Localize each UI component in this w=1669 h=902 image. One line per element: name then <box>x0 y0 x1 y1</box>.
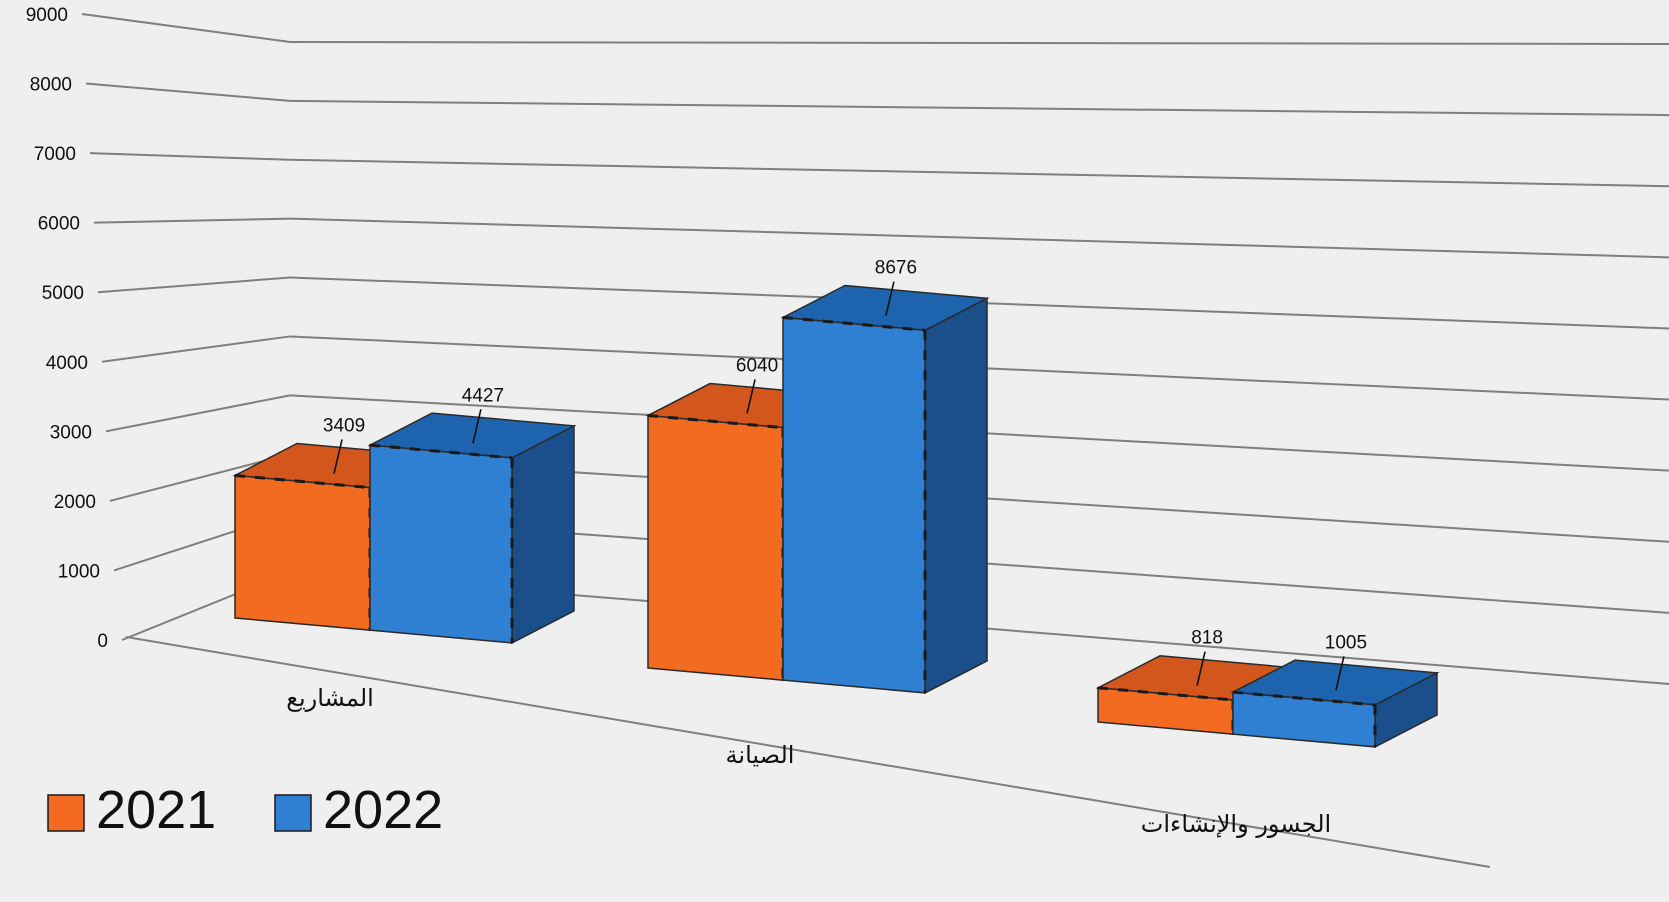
bar-edge <box>782 315 926 332</box>
y-tick-label: 3000 <box>50 422 92 443</box>
y-tick-label: 8000 <box>30 75 72 96</box>
bar-front <box>782 316 926 694</box>
gridline-back <box>289 217 1669 259</box>
legend-label: 2022 <box>323 780 443 840</box>
bar-edge <box>1097 686 1234 702</box>
category-label: المشاريع <box>286 684 374 712</box>
legend-label: 2021 <box>96 780 216 840</box>
y-tick-label: 0 <box>97 631 108 652</box>
category-labels: المشاريع الصيانة الجسور والإنشاءات <box>286 684 1331 838</box>
y-axis-ticks: 0 1000 2000 3000 4000 5000 6000 7000 8000 9000 <box>26 5 108 652</box>
data-label-leader <box>1196 651 1206 686</box>
legend-item-2022: 2022 <box>274 780 443 840</box>
gridline-back <box>289 158 1669 188</box>
legend-swatch <box>274 794 312 832</box>
bar-side <box>924 297 988 695</box>
bar-edge <box>369 443 513 460</box>
gridline-side <box>105 394 291 433</box>
data-label: 818 <box>1191 628 1223 649</box>
y-tick-label: 7000 <box>34 144 76 165</box>
gridline-side <box>81 13 291 43</box>
data-label: 3409 <box>323 415 365 436</box>
gridline-side <box>89 152 291 161</box>
bars <box>232 284 1440 749</box>
gridline-side <box>97 276 291 294</box>
y-tick-label: 5000 <box>42 283 84 304</box>
bar-2022-0 <box>367 412 577 645</box>
bar-front <box>647 414 784 681</box>
bar-edge <box>1232 690 1376 707</box>
data-label-leader <box>885 281 895 316</box>
y-tick-label: 2000 <box>54 492 96 513</box>
data-label-leader <box>1335 656 1345 691</box>
data-label: 4427 <box>462 385 504 406</box>
bar-side <box>511 424 575 645</box>
gridline-back <box>289 41 1669 45</box>
data-label-leader <box>746 379 756 414</box>
y-tick-label: 4000 <box>46 353 88 374</box>
category-label: الصيانة <box>726 741 795 769</box>
data-label-leader <box>333 439 343 474</box>
data-labels: 3409 4427 6040 8676 818 1005 <box>323 258 1367 691</box>
data-label: 6040 <box>736 355 778 376</box>
floor-edge <box>125 636 1491 868</box>
legend-item-2021: 2021 <box>47 780 216 840</box>
gridline-back <box>289 99 1669 117</box>
gridline-side <box>101 335 291 363</box>
data-label: 8676 <box>875 258 917 279</box>
legend: 2021 2022 <box>47 780 443 840</box>
y-tick-label: 6000 <box>38 214 80 235</box>
bar-edge <box>647 414 784 430</box>
gridline-side <box>85 82 291 102</box>
gridline-side <box>93 217 291 224</box>
bar-edge <box>234 474 371 490</box>
y-tick-label: 9000 <box>26 5 68 26</box>
category-label: الجسور والإنشاءات <box>1141 810 1331 838</box>
data-label-leader <box>472 409 482 444</box>
bar-2022-2 <box>1230 659 1440 749</box>
y-tick-label: 1000 <box>58 561 100 582</box>
bar-front <box>234 474 371 631</box>
data-label: 1005 <box>1325 632 1367 653</box>
bar-front <box>369 444 513 644</box>
bar-2022-1 <box>780 284 990 695</box>
legend-swatch <box>47 794 85 832</box>
